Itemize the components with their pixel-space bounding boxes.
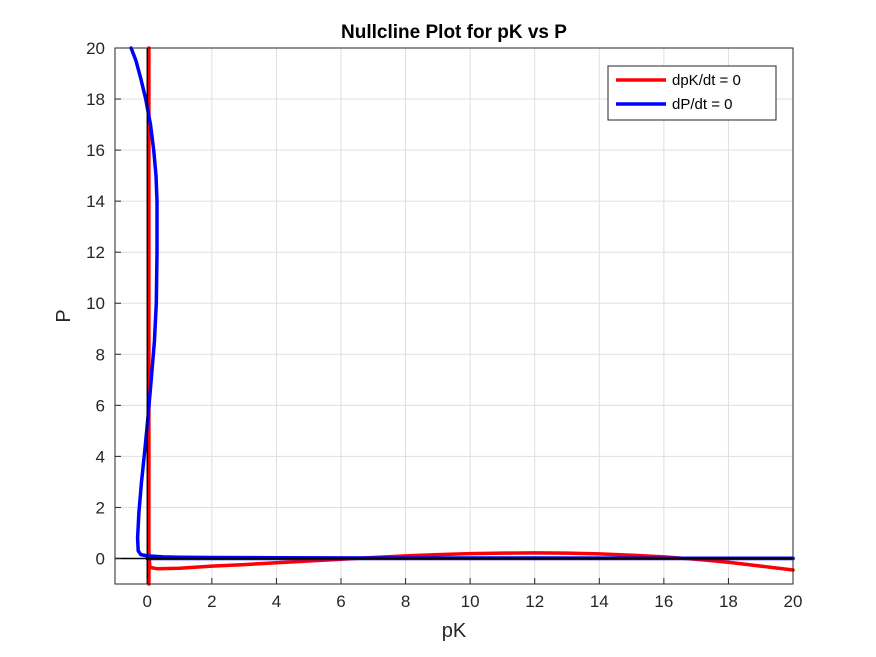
x-tick-label: 14 <box>590 592 609 611</box>
y-tick-label: 16 <box>86 141 105 160</box>
x-tick-label: 16 <box>654 592 673 611</box>
legend-box <box>607 65 777 121</box>
y-tick-label: 18 <box>86 90 105 109</box>
y-tick-label: 14 <box>86 192 105 211</box>
x-tick-label: 18 <box>719 592 738 611</box>
plot-area <box>115 48 793 584</box>
x-tick-label: 0 <box>143 592 152 611</box>
x-axis-label: pK <box>442 620 467 642</box>
axis-ticks: 0 2 4 6 8 10 12 14 16 18 20 0 2 4 6 8 10 12 14 16 18 20 <box>86 39 802 611</box>
y-tick-label: 20 <box>86 39 105 58</box>
y-axis-label: P <box>53 309 75 322</box>
x-tick-label: 20 <box>784 592 803 611</box>
x-tick-label: 4 <box>272 592 281 611</box>
y-tick-label: 8 <box>96 345 105 364</box>
legend-label-1: dP/dt = 0 <box>672 96 732 113</box>
y-tick-label: 4 <box>96 447 105 466</box>
x-tick-label: 8 <box>401 592 410 611</box>
y-tick-label: 12 <box>86 243 105 262</box>
legend-label-0: dpK/dt = 0 <box>672 72 741 89</box>
y-tick-label: 10 <box>86 294 105 313</box>
x-tick-label: 12 <box>525 592 544 611</box>
x-tick-label: 6 <box>336 592 345 611</box>
x-tick-label: 2 <box>207 592 216 611</box>
legend: dpK/dt = 0 dP/dt = 0 <box>607 65 777 121</box>
chart-title: Nullcline Plot for pK vs P <box>341 22 567 43</box>
y-tick-label: 2 <box>96 498 105 517</box>
x-tick-label: 10 <box>461 592 480 611</box>
plot-frame <box>114 47 794 585</box>
reference-lines-overlay <box>115 48 793 584</box>
y-tick-label: 6 <box>96 396 105 415</box>
y-tick-label: 0 <box>96 549 105 568</box>
